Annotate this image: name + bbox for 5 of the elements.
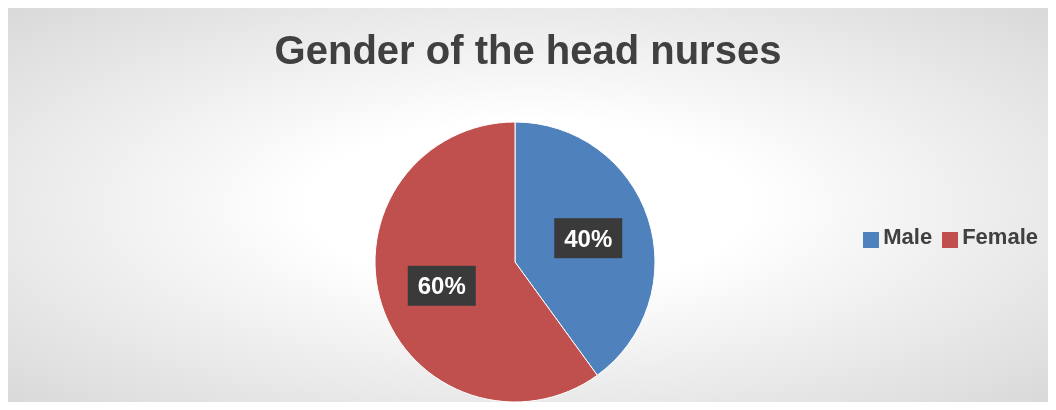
legend-label: Female	[962, 224, 1038, 249]
chart-title: Gender of the head nurses	[273, 27, 783, 72]
data-label: 40%	[564, 224, 613, 252]
data-label: 60%	[417, 272, 466, 300]
legend-label: Male	[883, 224, 933, 249]
